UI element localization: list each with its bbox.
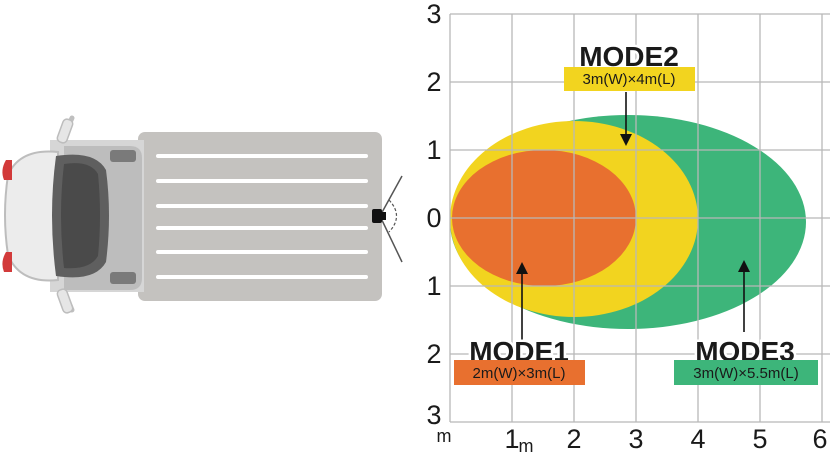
y-tick-label: 3 <box>426 400 441 430</box>
x-tick-label: 1 <box>504 424 519 454</box>
corner-unit-label: m <box>437 426 452 446</box>
mode3-label: MODE3 3m(W)×5.5m(L) <box>674 334 818 385</box>
mode3-arrow <box>738 260 750 332</box>
taillight-left <box>2 160 13 180</box>
y-tick-label: 1 <box>426 271 441 301</box>
mode1-spec-box <box>454 360 585 385</box>
x-tick-label: 5 <box>752 424 767 454</box>
x-tick-label: 6 <box>812 424 827 454</box>
y-tick-label: 3 <box>426 0 441 29</box>
mode3-spec: 3m(W)×5.5m(L) <box>693 365 798 382</box>
mode1-arrow <box>516 262 528 340</box>
mode2-arrow <box>620 92 632 146</box>
mode1-spec: 2m(W)×3m(L) <box>473 365 566 382</box>
x-tick-label: 2 <box>566 424 581 454</box>
x-tick-label: 4 <box>690 424 705 454</box>
mode2-spec-box <box>564 67 695 91</box>
mode3-spec-box <box>674 360 818 385</box>
y-tick-label: 0 <box>426 203 441 233</box>
mode2-label: MODE2 3m(W)×4m(L) <box>564 39 695 91</box>
y-axis-labels: 3 2 1 0 1 2 3 <box>426 0 441 430</box>
grid <box>449 13 830 423</box>
mode2-spec: 3m(W)×4m(L) <box>583 71 676 88</box>
cargo-bed-slats <box>156 154 368 279</box>
rear-camera-icon <box>372 175 403 263</box>
y-tick-label: 1 <box>426 135 441 165</box>
y-tick-label: 2 <box>426 67 441 97</box>
x-unit-label: m <box>519 436 534 456</box>
x-tick-label: 3 <box>628 424 643 454</box>
taillight-right <box>2 252 13 272</box>
truck-top-view-icon <box>2 115 382 314</box>
cargo-bed <box>138 132 382 301</box>
y-tick-label: 2 <box>426 339 441 369</box>
x-axis-labels: 1 2 3 4 5 6 <box>504 424 827 454</box>
mode1-label: MODE1 2m(W)×3m(L) <box>454 334 585 385</box>
